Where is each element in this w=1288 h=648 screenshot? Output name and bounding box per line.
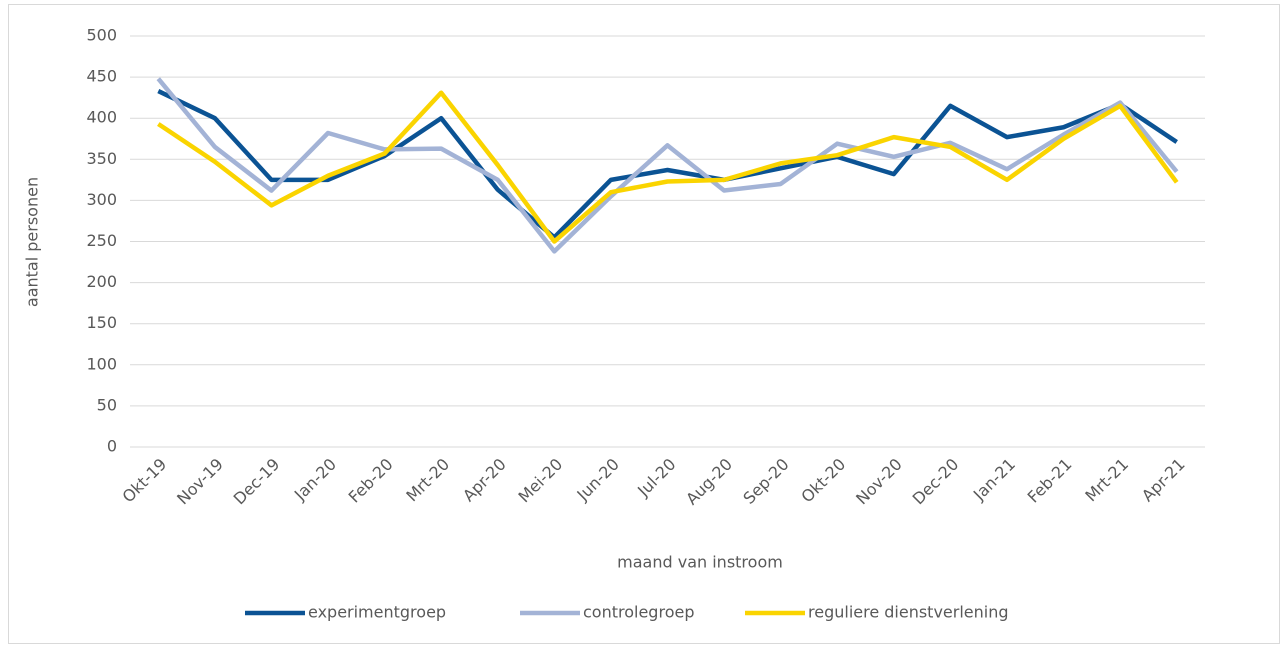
x-axis-title: maand van instroom [617, 553, 783, 572]
y-tick-label: 50 [97, 395, 117, 414]
series-line [157, 90, 1179, 244]
y-tick-label: 500 [86, 26, 117, 45]
y-axis-title: aantal personen [23, 177, 42, 307]
y-tick-label: 250 [86, 231, 117, 250]
y-tick-label: 150 [86, 313, 117, 332]
y-tick-label: 200 [86, 272, 117, 291]
y-tick-label: 100 [86, 354, 117, 373]
legend-label: experimentgroep [308, 603, 446, 622]
y-tick-label: 350 [86, 149, 117, 168]
y-tick-label: 400 [86, 108, 117, 127]
series-line [156, 77, 1179, 254]
y-tick-label: 0 [107, 437, 117, 456]
y-tick-label: 300 [86, 190, 117, 209]
y-tick-label: 450 [86, 67, 117, 86]
series-line [157, 89, 1178, 240]
legend-label: controlegroep [583, 603, 694, 622]
legend-label: reguliere dienstverlening [808, 603, 1009, 622]
